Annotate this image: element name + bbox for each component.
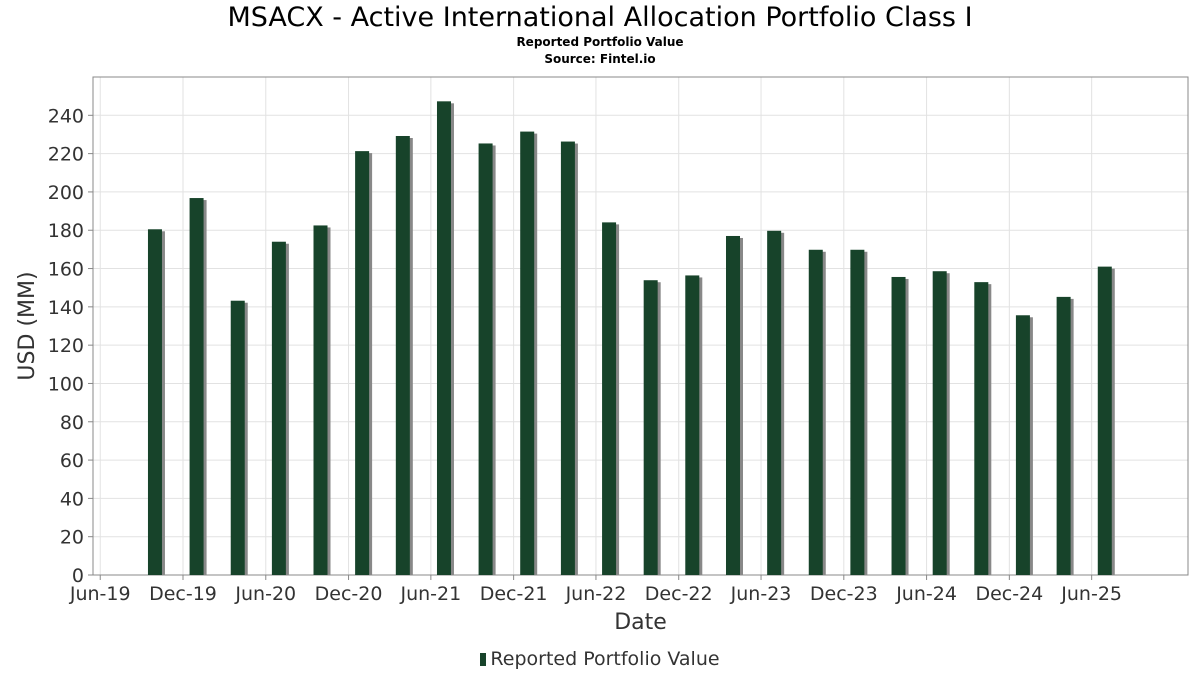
legend: Reported Portfolio Value <box>0 648 1200 670</box>
y-tick-label: 160 <box>48 259 84 281</box>
y-tick-label: 240 <box>48 105 84 127</box>
bar <box>560 141 575 575</box>
bar <box>1015 315 1030 575</box>
bar <box>974 282 989 575</box>
y-tick-label: 100 <box>48 373 84 395</box>
x-tick-label: Dec-19 <box>149 583 217 605</box>
bar <box>1056 296 1071 575</box>
y-tick-label: 40 <box>60 488 84 510</box>
x-tick-label: Dec-24 <box>975 583 1043 605</box>
bar <box>1097 266 1112 575</box>
bar <box>189 198 204 575</box>
bars <box>147 101 1115 576</box>
bar <box>808 249 823 575</box>
legend-swatch <box>480 653 487 666</box>
bar <box>685 275 700 575</box>
y-tick-label: 0 <box>72 565 84 587</box>
bar <box>932 271 947 575</box>
axes: 0 20 40 60 80 100 120 140 160 180 200 220 240 Jun-19 D… <box>48 105 1122 605</box>
bar <box>271 241 286 575</box>
y-tick-label: 200 <box>48 182 84 204</box>
bar <box>395 135 410 576</box>
x-tick-label: Jun-22 <box>565 583 627 605</box>
bar <box>355 151 370 576</box>
bar <box>436 101 451 576</box>
x-tick-label: Dec-23 <box>810 583 878 605</box>
chart-subtitle: Reported Portfolio Value <box>516 35 684 49</box>
chart-source: Source: Fintel.io <box>544 52 656 66</box>
y-tick-label: 80 <box>60 412 84 434</box>
chart-title: MSACX - Active International Allocation … <box>227 2 973 33</box>
bar <box>643 280 658 575</box>
y-tick-label: 20 <box>60 527 84 549</box>
bar <box>891 276 906 575</box>
y-tick-label: 120 <box>48 335 84 357</box>
bar <box>147 229 162 575</box>
bar <box>520 131 535 576</box>
bar <box>313 225 328 575</box>
bar <box>230 300 245 575</box>
y-tick-label: 140 <box>48 297 84 319</box>
x-tick-label: Jun-21 <box>399 583 461 605</box>
plot-area <box>92 76 1189 576</box>
bar <box>850 249 865 575</box>
x-axis-label: Date <box>614 610 667 635</box>
x-tick-label: Dec-22 <box>645 583 713 605</box>
bar <box>478 143 493 575</box>
x-tick-label: Dec-20 <box>315 583 383 605</box>
x-tick-label: Dec-21 <box>480 583 548 605</box>
x-tick-label: Jun-20 <box>234 583 296 605</box>
bar <box>725 235 740 575</box>
legend-label: Reported Portfolio Value <box>490 648 720 670</box>
x-tick-label: Jun-23 <box>730 583 792 605</box>
y-tick-label: 60 <box>60 450 84 472</box>
y-axis-label: USD (MM) <box>15 271 40 380</box>
y-tick-label: 180 <box>48 220 84 242</box>
bar <box>767 230 782 575</box>
x-tick-label: Jun-19 <box>69 583 131 605</box>
x-tick-label: Jun-24 <box>895 583 957 605</box>
bar <box>602 222 617 575</box>
x-tick-label: Jun-25 <box>1060 583 1122 605</box>
y-tick-label: 220 <box>48 144 84 166</box>
